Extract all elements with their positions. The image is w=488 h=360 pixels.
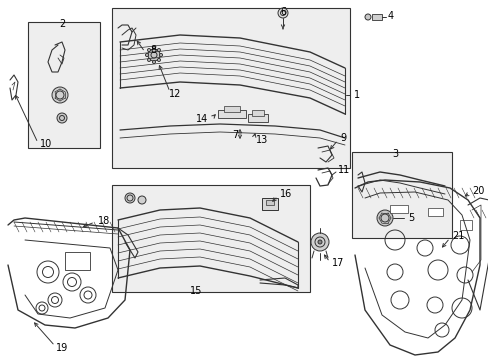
Circle shape [364, 14, 370, 20]
Text: 16: 16 [280, 189, 292, 199]
Text: 12: 12 [169, 89, 181, 99]
Bar [262, 198, 278, 210]
Bar [112, 185, 309, 292]
Bar [251, 110, 264, 116]
Text: 4: 4 [387, 11, 393, 21]
Circle shape [145, 54, 148, 57]
Bar [351, 152, 451, 238]
Bar [112, 8, 349, 168]
Text: 11: 11 [337, 165, 349, 175]
Circle shape [138, 196, 146, 204]
Circle shape [147, 49, 150, 51]
Text: 5: 5 [407, 213, 413, 223]
Bar [28, 22, 100, 148]
Text: 17: 17 [331, 258, 344, 268]
Circle shape [147, 58, 150, 62]
Circle shape [152, 60, 155, 63]
Bar [247, 114, 267, 122]
Text: 20: 20 [471, 186, 484, 196]
Text: 3: 3 [391, 149, 397, 159]
Text: 18: 18 [98, 216, 110, 226]
Bar [389, 205, 407, 213]
Text: 21: 21 [451, 231, 464, 241]
Text: 19: 19 [56, 343, 68, 353]
Circle shape [278, 8, 287, 18]
Bar [265, 200, 273, 205]
Bar [371, 14, 381, 20]
Text: 8: 8 [150, 45, 156, 55]
Circle shape [125, 193, 135, 203]
Text: 15: 15 [189, 286, 202, 296]
Circle shape [57, 113, 67, 123]
Circle shape [157, 49, 160, 51]
Text: 7: 7 [231, 130, 238, 140]
Circle shape [152, 46, 155, 50]
Text: 1: 1 [353, 90, 359, 100]
Circle shape [376, 210, 392, 226]
Bar [218, 110, 245, 118]
Text: 10: 10 [40, 139, 52, 149]
Bar [65, 252, 90, 270]
Text: 14: 14 [195, 114, 207, 124]
Circle shape [52, 87, 68, 103]
Circle shape [317, 240, 321, 244]
Circle shape [159, 54, 162, 57]
Bar [459, 220, 471, 230]
Text: 9: 9 [339, 133, 346, 143]
Circle shape [310, 233, 328, 251]
Bar [427, 208, 442, 216]
Circle shape [157, 58, 160, 62]
Text: 13: 13 [256, 135, 268, 145]
Bar [224, 106, 240, 112]
Text: 6: 6 [279, 7, 285, 17]
Circle shape [148, 49, 160, 61]
Text: 2: 2 [59, 19, 65, 29]
